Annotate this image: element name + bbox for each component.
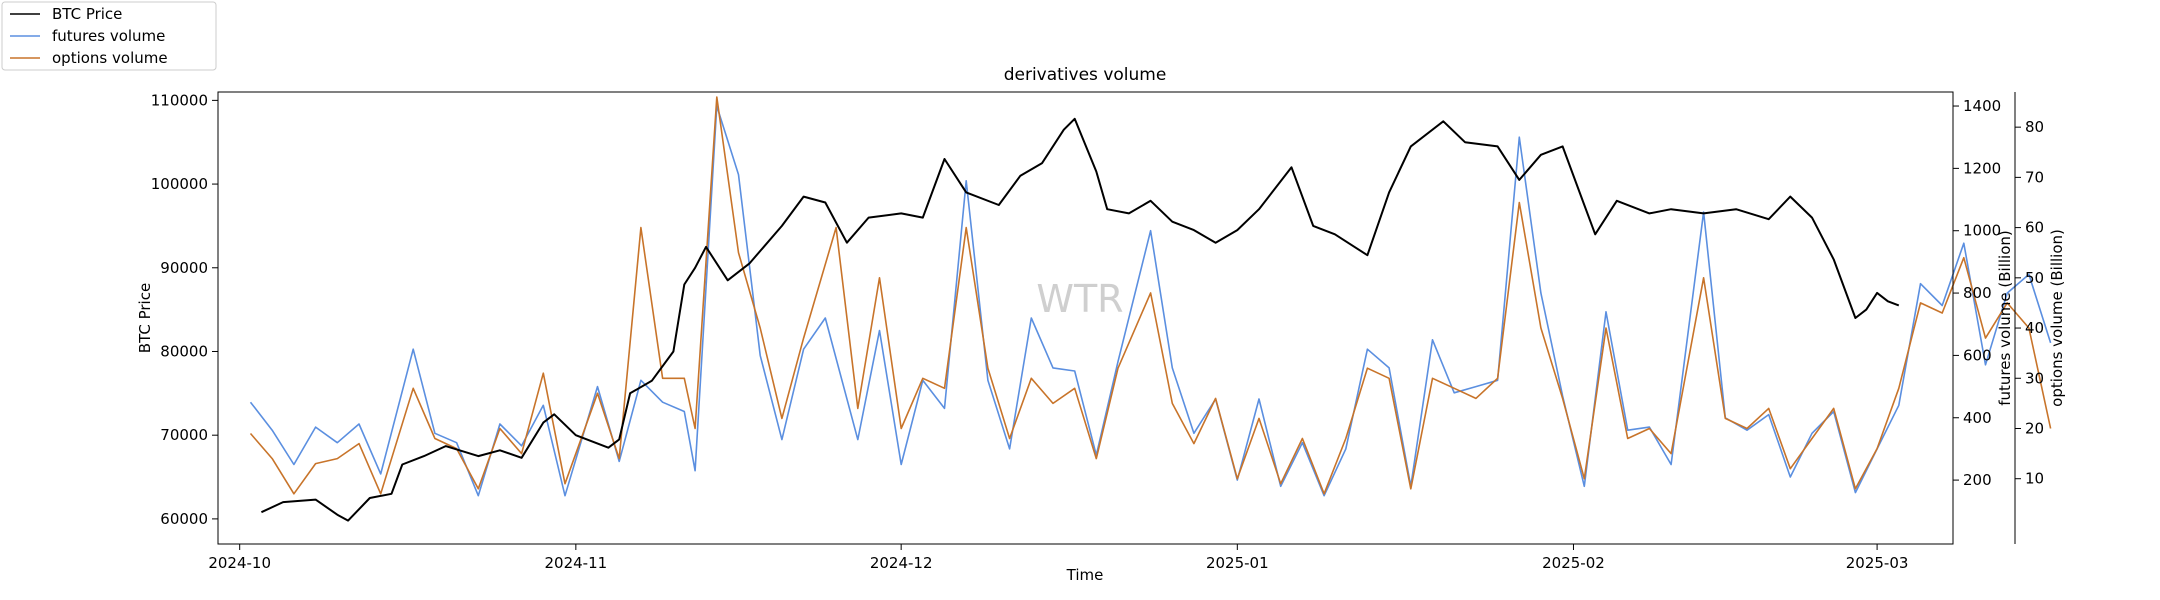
series-line-btc-price — [260, 117, 1900, 522]
x-axis-ticks: 2024-10 2024-11 2024-12 2025-01 2025-02 2025-… — [208, 544, 1908, 572]
futures-axis-label: futures volume (Billion) — [1996, 230, 2014, 406]
options-tick-label: 60 — [2025, 219, 2044, 237]
futures-tick-label: 1000 — [1963, 222, 2001, 240]
options-tick-label: 10 — [2025, 470, 2044, 488]
futures-tick-label: 1400 — [1963, 97, 2001, 115]
options-tick-label: 70 — [2025, 168, 2044, 186]
options-tick-label: 80 — [2025, 118, 2044, 136]
y-tick-label: 90000 — [160, 259, 208, 277]
options-tick-label: 50 — [2025, 269, 2044, 287]
legend-label-futures-volume: futures volume — [52, 27, 165, 45]
options-tick-label: 40 — [2025, 319, 2044, 337]
x-tick-label: 2024-10 — [208, 554, 271, 572]
legend-label-options-volume: options volume — [52, 49, 168, 67]
series-line-options-volume — [249, 96, 2052, 495]
futures-axis-ticks: 200 400 600 800 1000 1200 1400 — [1953, 97, 2001, 489]
x-tick-label: 2025-03 — [1846, 554, 1909, 572]
futures-tick-label: 200 — [1963, 471, 1992, 489]
futures-tick-label: 800 — [1963, 284, 1992, 302]
futures-tick-label: 1200 — [1963, 159, 2001, 177]
series-lines — [249, 96, 2052, 522]
options-tick-label: 20 — [2025, 419, 2044, 437]
options-axis-ticks: 10 20 30 40 50 60 70 80 — [2015, 118, 2044, 488]
legend-box — [1, 1, 217, 71]
options-tick-label: 30 — [2025, 369, 2044, 387]
x-axis-label: Time — [1066, 566, 1104, 584]
y-tick-label: 60000 — [160, 510, 208, 528]
plot-frame — [217, 91, 1954, 545]
series-line-futures-volume — [249, 105, 2052, 497]
x-tick-label: 2024-11 — [545, 554, 608, 572]
y-tick-label: 70000 — [160, 426, 208, 444]
x-tick-label: 2025-02 — [1542, 554, 1605, 572]
y-axis-ticks: 60000 70000 80000 90000 100000 110000 — [151, 91, 218, 528]
y-tick-label: 110000 — [151, 91, 208, 109]
legend-label-btc-price: BTC Price — [52, 5, 122, 23]
legend: BTC Price futures volume options volume — [1, 1, 217, 71]
chart-title: derivatives volume — [1004, 65, 1167, 85]
watermark-text: WTR — [1036, 277, 1123, 321]
y-axis-label: BTC Price — [136, 283, 154, 353]
x-tick-label: 2025-01 — [1206, 554, 1269, 572]
y-tick-label: 100000 — [151, 175, 208, 193]
futures-tick-label: 400 — [1963, 409, 1992, 427]
y-tick-label: 80000 — [160, 342, 208, 360]
x-tick-label: 2024-12 — [870, 554, 933, 572]
futures-tick-label: 600 — [1963, 346, 1992, 364]
options-axis-label: options volume (Billion) — [2048, 229, 2066, 407]
